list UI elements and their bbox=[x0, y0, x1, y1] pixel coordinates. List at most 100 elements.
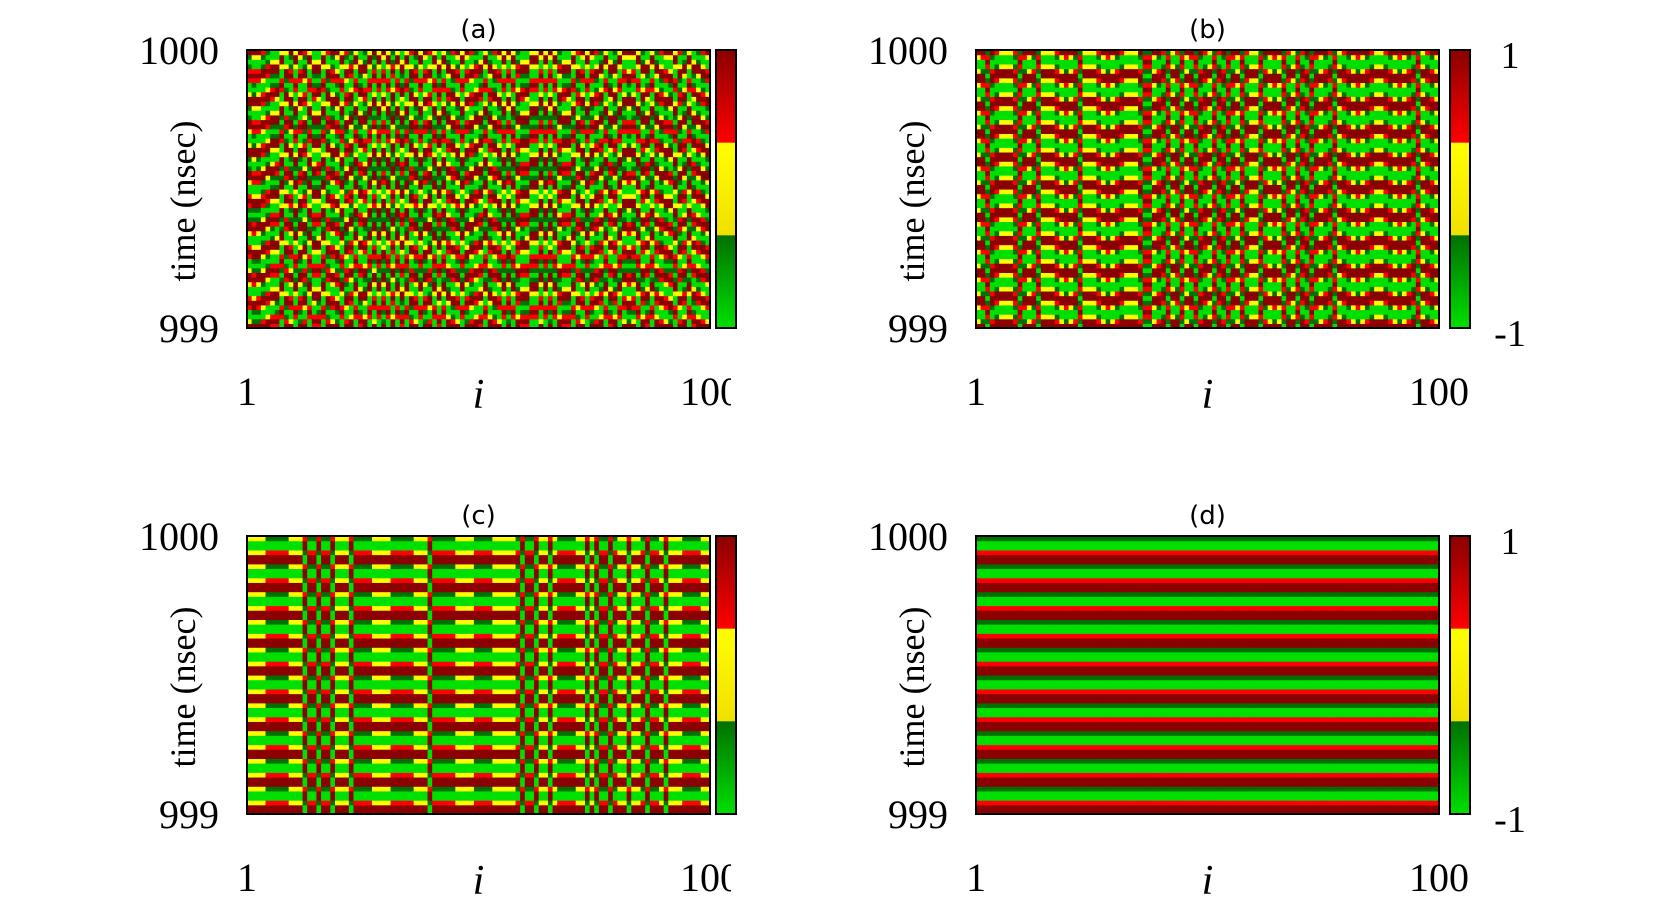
heatmap-cell bbox=[344, 226, 349, 231]
heatmap-cell bbox=[252, 143, 257, 148]
heatmap-cell bbox=[270, 235, 275, 240]
heatmap-cell bbox=[358, 73, 363, 78]
heatmap-cell bbox=[335, 314, 340, 319]
heatmap-cell bbox=[307, 133, 312, 138]
heatmap-cell bbox=[256, 268, 261, 273]
heatmap-cell bbox=[335, 221, 340, 226]
heatmap-cell bbox=[307, 157, 312, 162]
heatmap-cell bbox=[293, 203, 298, 208]
heatmap-cell bbox=[316, 254, 321, 259]
heatmap-cell bbox=[335, 277, 340, 282]
heatmap-cell bbox=[349, 198, 354, 203]
heatmap-cell bbox=[252, 198, 257, 203]
heatmap-cell bbox=[321, 55, 326, 60]
heatmap-cell bbox=[358, 110, 363, 115]
heatmap-cell bbox=[335, 268, 340, 273]
heatmap-cell bbox=[303, 115, 308, 120]
heatmap-cell bbox=[316, 161, 321, 166]
heatmap-cell bbox=[266, 55, 271, 60]
heatmap-cell bbox=[256, 198, 261, 203]
heatmap-cell bbox=[256, 170, 261, 175]
heatmap-cell bbox=[270, 59, 275, 64]
heatmap-cell bbox=[344, 300, 349, 305]
heatmap-cell bbox=[312, 59, 317, 64]
heatmap-cell bbox=[330, 286, 335, 291]
heatmap-cell bbox=[266, 240, 271, 245]
heatmap-cell bbox=[335, 115, 340, 120]
heatmap-cell bbox=[279, 92, 284, 97]
heatmap-cell bbox=[298, 198, 303, 203]
heatmap-cell bbox=[289, 55, 294, 60]
heatmap-cell bbox=[293, 212, 298, 217]
heatmap-cell bbox=[353, 226, 358, 231]
heatmap-cell bbox=[293, 152, 298, 157]
heatmap-cell bbox=[261, 189, 266, 194]
heatmap-cell bbox=[275, 282, 280, 287]
heatmap-cell bbox=[266, 208, 271, 213]
heatmap-cell bbox=[330, 73, 335, 78]
heatmap-cell bbox=[321, 240, 326, 245]
heatmap-cell bbox=[284, 245, 289, 250]
heatmap-cell bbox=[353, 170, 358, 175]
heatmap-cell bbox=[303, 101, 308, 106]
heatmap-cell bbox=[256, 92, 261, 97]
heatmap-cell bbox=[349, 203, 354, 208]
heatmap-cell bbox=[326, 198, 331, 203]
heatmap-cell bbox=[353, 106, 358, 111]
heatmap-cell bbox=[326, 143, 331, 148]
heatmap-cell bbox=[298, 286, 303, 291]
heatmap-cell bbox=[330, 226, 335, 231]
heatmap-cell bbox=[321, 296, 326, 301]
heatmap-cell bbox=[270, 106, 275, 111]
heatmap-cell bbox=[330, 291, 335, 296]
heatmap-cell bbox=[307, 272, 312, 277]
heatmap-cell bbox=[307, 221, 312, 226]
heatmap-cell bbox=[312, 82, 317, 87]
heatmap-cell bbox=[293, 78, 298, 83]
heatmap-cell bbox=[303, 240, 308, 245]
heatmap-cell bbox=[312, 180, 317, 185]
heatmap-cell bbox=[284, 235, 289, 240]
heatmap-cell bbox=[344, 309, 349, 314]
heatmap-cell bbox=[340, 73, 345, 78]
heatmap-cell bbox=[256, 78, 261, 83]
heatmap-cell bbox=[252, 263, 257, 268]
heatmap-cell bbox=[303, 217, 308, 222]
heatmap-cell bbox=[270, 161, 275, 166]
heatmap-cell bbox=[340, 235, 345, 240]
heatmap-cell bbox=[353, 157, 358, 162]
heatmap-cell bbox=[326, 152, 331, 157]
heatmap-cell bbox=[298, 143, 303, 148]
heatmap-cell bbox=[353, 309, 358, 314]
heatmap-cell bbox=[316, 249, 321, 254]
heatmap-cell bbox=[275, 175, 280, 180]
heatmap-cell bbox=[316, 217, 321, 222]
heatmap-cell bbox=[321, 309, 326, 314]
heatmap-cell bbox=[307, 282, 312, 287]
heatmap-cell bbox=[326, 226, 331, 231]
heatmap-cell bbox=[275, 221, 280, 226]
heatmap-cell bbox=[321, 245, 326, 250]
heatmap-cell bbox=[326, 319, 331, 324]
heatmap-cell bbox=[307, 129, 312, 134]
heatmap-cell bbox=[284, 152, 289, 157]
heatmap-cell bbox=[303, 263, 308, 268]
heatmap-cell bbox=[266, 282, 271, 287]
heatmap-cell bbox=[340, 263, 345, 268]
heatmap-cell bbox=[275, 235, 280, 240]
heatmap-cell bbox=[349, 240, 354, 245]
heatmap-cell bbox=[326, 300, 331, 305]
heatmap-cell bbox=[252, 221, 257, 226]
heatmap-cell bbox=[358, 300, 363, 305]
heatmap-cell bbox=[316, 143, 321, 148]
heatmap-cell bbox=[349, 124, 354, 129]
heatmap-cell bbox=[261, 110, 266, 115]
heatmap-cell bbox=[289, 286, 294, 291]
panel-a: (a)1000999time (nsec)1 100i bbox=[139, 15, 740, 418]
heatmap-cell bbox=[358, 309, 363, 314]
heatmap-cell bbox=[303, 309, 308, 314]
heatmap-cell bbox=[312, 147, 317, 152]
heatmap-cell bbox=[275, 82, 280, 87]
heatmap-cell bbox=[275, 314, 280, 319]
heatmap-cell bbox=[353, 64, 358, 69]
